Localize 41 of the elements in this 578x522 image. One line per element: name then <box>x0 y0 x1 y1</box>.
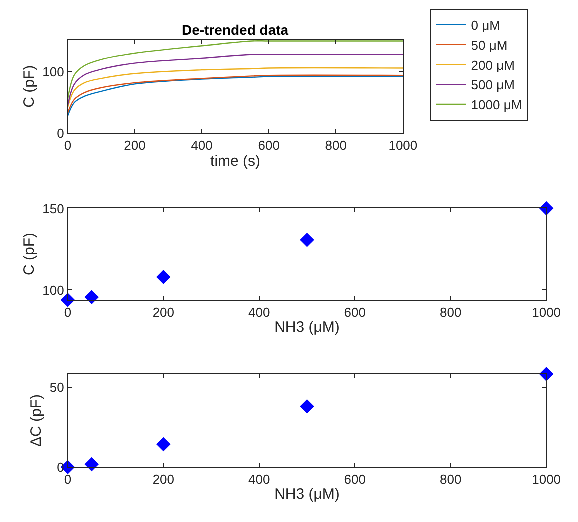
legend-label: 200 μM <box>471 58 515 73</box>
point <box>84 457 100 472</box>
legend-label: 500 μM <box>471 78 515 93</box>
x-axis-title: time (s) <box>210 152 261 170</box>
y-tick-label: 50 <box>50 380 64 395</box>
x-tick-label: 600 <box>344 304 366 320</box>
x-tick-label: 1000 <box>532 472 562 487</box>
legend-label: 50 μM <box>471 38 508 53</box>
legend-label: 1000 μM <box>471 98 522 113</box>
chart-title: De-trended data <box>182 22 289 38</box>
x-tick-label: 200 <box>124 138 146 153</box>
line-series <box>68 54 404 106</box>
x-tick-label: 200 <box>152 304 175 320</box>
x-tick-label: 200 <box>152 472 175 487</box>
point <box>156 437 171 452</box>
point <box>300 232 314 248</box>
y-axis-title: C (pF) <box>20 232 38 276</box>
x-tick-label: 400 <box>248 472 270 487</box>
x-tick-label: 400 <box>191 138 213 153</box>
x-tick-label: 1000 <box>388 138 418 153</box>
y-tick-label: 100 <box>42 64 64 80</box>
y-tick-label: 0 <box>57 126 64 141</box>
x-axis-title: NH3 (μM) <box>274 318 340 336</box>
y-axis-title: C (pF) <box>20 65 38 108</box>
x-tick-label: 600 <box>344 472 366 487</box>
x-tick-label: 400 <box>248 304 270 320</box>
y-tick-label: 100 <box>42 282 64 298</box>
line-series <box>68 67 404 108</box>
point <box>156 270 171 284</box>
x-tick-label: 800 <box>325 138 347 153</box>
y-tick-label: 150 <box>42 201 64 216</box>
point <box>300 400 314 414</box>
line-series <box>68 40 404 100</box>
y-axis-title: ΔC (pF) <box>28 394 46 448</box>
point <box>84 290 100 305</box>
x-tick-label: 800 <box>440 304 462 320</box>
x-tick-label: 1000 <box>532 304 562 320</box>
x-tick-label: 600 <box>258 138 280 153</box>
legend-label: 0 μM <box>471 18 500 33</box>
x-tick-label: 800 <box>440 472 462 487</box>
x-axis-title: NH3 (μM) <box>274 486 340 503</box>
